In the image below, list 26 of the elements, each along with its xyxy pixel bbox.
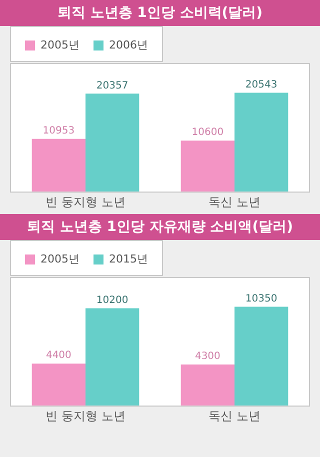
- data-label: 4300: [194, 351, 220, 362]
- legend-label: 2006년: [108, 38, 148, 52]
- bar: [86, 94, 140, 192]
- x-tick-label: 독신 노년: [208, 194, 260, 209]
- bar: [86, 308, 140, 406]
- legend-label: 2015년: [108, 252, 148, 266]
- x-tick-label: 빈 둥지형 노년: [46, 194, 126, 209]
- bar: [234, 306, 288, 406]
- data-label: 4400: [46, 350, 72, 362]
- data-label: 10953: [42, 126, 75, 137]
- bar: [234, 92, 288, 192]
- bar: [180, 364, 234, 406]
- legend-label: 2005년: [40, 38, 80, 52]
- data-label: 10200: [96, 294, 128, 306]
- bar: [32, 364, 86, 406]
- data-label: 10350: [245, 293, 278, 304]
- legend-label: 2005년: [40, 252, 80, 266]
- chart-title: 퇴직 노년층 1인당 자유재량 소비액(달러): [0, 214, 320, 240]
- data-label: 20357: [96, 80, 128, 92]
- bar: [32, 138, 86, 192]
- data-label: 10600: [192, 127, 224, 138]
- x-tick-label: 독신 노년: [208, 408, 260, 423]
- data-label: 20543: [245, 79, 278, 90]
- x-tick-label: 빈 둥지형 노년: [46, 408, 126, 423]
- chart-title: 퇴직 노년층 1인당 소비력(달러): [0, 0, 320, 26]
- bar: [180, 140, 234, 192]
